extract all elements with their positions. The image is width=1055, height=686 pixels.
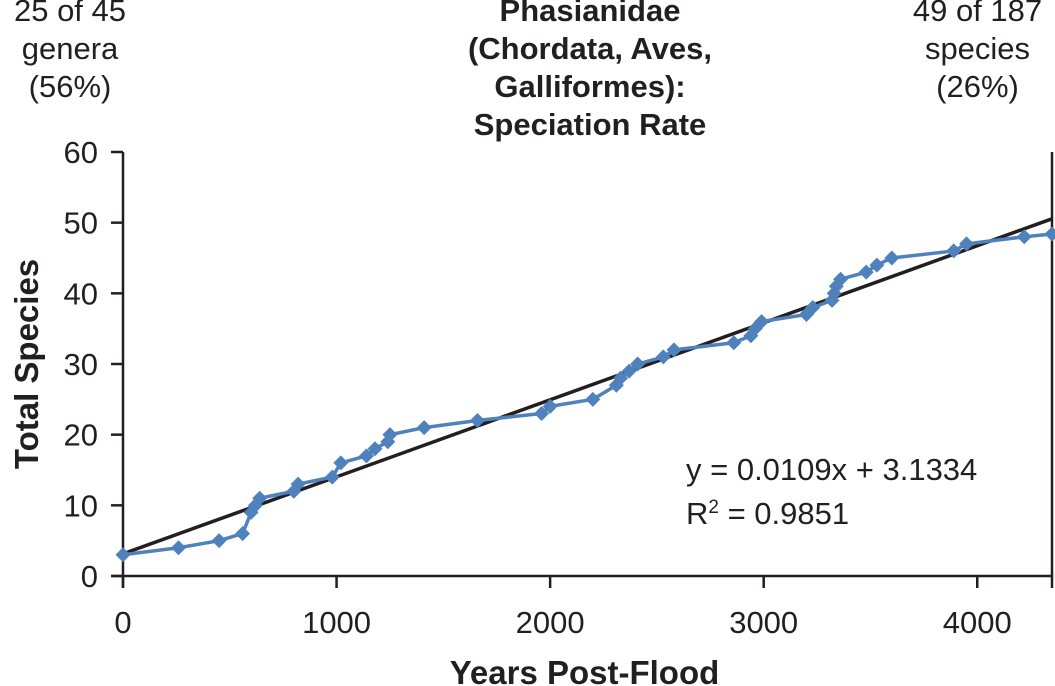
data-point <box>211 533 227 549</box>
data-point <box>754 314 770 330</box>
axis-ticks: 0 10 20 30 40 50 60 0 1000 2000 3000 4000 <box>64 135 1012 640</box>
data-point <box>946 243 962 259</box>
genera-note-line-2: genera <box>21 31 119 66</box>
data-point <box>884 250 900 266</box>
data-point <box>470 413 486 429</box>
y-tick-label: 60 <box>64 135 98 170</box>
data-point <box>416 420 432 436</box>
data-point <box>869 257 885 273</box>
chart-labels: Years Post-Flood Total Species y = 0.0109x… <box>8 259 977 686</box>
species-note-line-1: 49 of 187 <box>912 0 1043 28</box>
chart-title-line-3: Speciation Rate <box>473 107 707 142</box>
chart-title-line-2: Galliformes): <box>494 69 686 104</box>
data-point <box>333 455 349 471</box>
x-tick-label: 0 <box>114 605 131 640</box>
y-tick-label: 10 <box>64 488 98 523</box>
data-point <box>358 448 374 464</box>
genera-note-line-1: 25 of 45 <box>13 0 127 28</box>
y-axis-label: Total Species <box>8 259 45 469</box>
genera-note-line-3: (56%) <box>28 69 112 104</box>
data-point <box>382 427 398 443</box>
species-count-note: 49 of 187 species (26%) <box>900 0 1055 106</box>
y-tick-label: 50 <box>64 206 98 241</box>
data-point <box>1044 226 1055 242</box>
data-point <box>630 356 646 372</box>
data-point <box>542 398 558 414</box>
chart-title-line-1: Phasianidae (Chordata, Aves, <box>467 0 713 66</box>
data-point <box>235 526 251 542</box>
data-point <box>534 405 550 421</box>
trendline-group <box>122 217 1053 556</box>
data-point <box>247 497 263 513</box>
species-note-line-3: (26%) <box>936 69 1019 104</box>
x-tick-label: 1000 <box>302 605 371 640</box>
trendline-equation: y = 0.0109x + 3.1334 <box>686 452 977 487</box>
chart-title: Phasianidae (Chordata, Aves, Galliformes… <box>420 0 760 144</box>
species-note-line-2: species <box>924 31 1031 66</box>
x-tick-label: 3000 <box>729 605 798 640</box>
data-series <box>115 226 1055 563</box>
data-point <box>290 476 306 492</box>
data-point <box>613 370 629 386</box>
x-tick-label: 4000 <box>943 605 1012 640</box>
y-tick-label: 20 <box>64 418 98 453</box>
data-point <box>252 490 268 506</box>
data-point <box>1016 229 1032 245</box>
chart-axes <box>111 152 1054 588</box>
data-point <box>959 236 975 252</box>
data-point <box>666 342 682 358</box>
data-point <box>655 349 671 365</box>
r-squared-label: R2 = 0.9851 <box>686 496 849 531</box>
data-point <box>367 441 383 457</box>
data-point <box>115 547 131 563</box>
data-point <box>858 264 874 280</box>
y-tick-label: 40 <box>64 276 98 311</box>
data-point <box>833 271 849 287</box>
data-point <box>621 363 637 379</box>
data-point <box>726 335 742 351</box>
data-point <box>243 504 259 520</box>
y-tick-label: 30 <box>64 347 98 382</box>
data-point <box>324 469 340 485</box>
series-line <box>122 232 1053 557</box>
x-axis-label: Years Post-Flood <box>450 654 720 686</box>
data-point <box>805 299 821 315</box>
genera-count-note: 25 of 45 genera (56%) <box>0 0 140 106</box>
data-point <box>171 540 187 556</box>
x-tick-label: 2000 <box>516 605 585 640</box>
trendline <box>122 217 1053 556</box>
data-point <box>585 391 601 407</box>
y-tick-label: 0 <box>81 559 98 594</box>
